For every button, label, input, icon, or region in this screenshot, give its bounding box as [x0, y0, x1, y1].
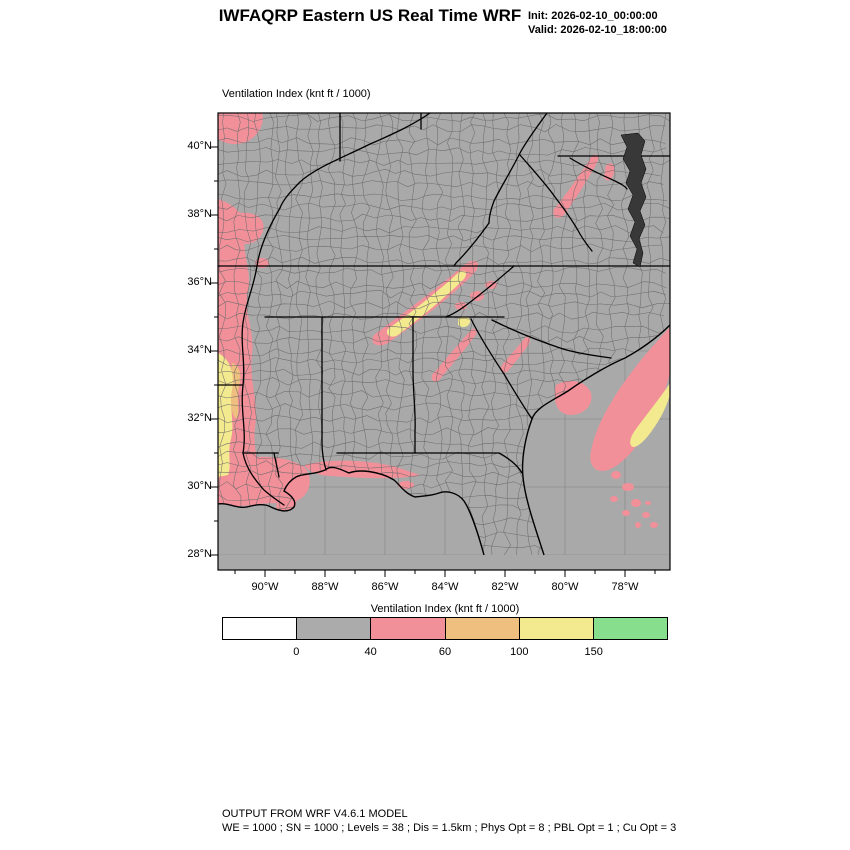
valid-timestamp: Valid: 2026-02-10_18:00:00 [528, 24, 667, 36]
wrf-map-svg [210, 112, 671, 577]
colorbar-segment [593, 618, 668, 639]
lat-label: 34°N [187, 344, 212, 356]
colorbar-tick-label: 150 [584, 646, 603, 658]
lat-label: 40°N [187, 140, 212, 152]
lon-label: 80°W [551, 581, 579, 593]
page-title: IWFAQRP Eastern US Real Time WRF [218, 6, 522, 25]
lon-label: 82°W [491, 581, 519, 593]
colorbar-segment [223, 618, 298, 639]
lon-label: 84°W [431, 581, 459, 593]
colorbar-tick-label: 60 [438, 646, 452, 658]
state-boundaries [217, 112, 671, 506]
chesapeake-bay [620, 132, 647, 268]
colorbar-tick-labels: 0 40 60 100 150 [222, 646, 668, 660]
lat-label: 30°N [187, 480, 212, 492]
model-config-note: WE = 1000 ; SN = 1000 ; Levels = 38 ; Di… [222, 822, 677, 834]
colorbar-tick-label: 0 [293, 646, 300, 658]
map-border [217, 112, 671, 571]
colorbar-segment [519, 618, 594, 639]
map-canvas [208, 103, 680, 580]
colorbar-tick-label: 100 [510, 646, 529, 658]
lon-label: 88°W [311, 581, 339, 593]
coastline [217, 324, 671, 556]
lon-label: 86°W [371, 581, 399, 593]
colorbar-segment [445, 618, 520, 639]
colorbar-tick-label: 40 [364, 646, 377, 658]
lat-label: 38°N [187, 208, 212, 220]
lat-label: 36°N [187, 276, 212, 288]
colorbar [222, 617, 668, 640]
colorbar-segment [371, 618, 446, 639]
model-output-note: OUTPUT FROM WRF V4.6.1 MODEL [222, 808, 408, 820]
map-panel-label: Ventilation Index (knt ft / 1000) [222, 88, 371, 100]
colorbar-segment [297, 618, 372, 639]
lon-label: 90°W [251, 581, 279, 593]
colorbar-label: Ventilation Index (knt ft / 1000) [370, 603, 520, 615]
lat-label: 28°N [187, 548, 212, 560]
lat-label: 32°N [187, 412, 212, 424]
init-timestamp: Init: 2026-02-10_00:00:00 [528, 10, 658, 22]
lon-label: 78°W [611, 581, 639, 593]
axis-ticks [210, 146, 656, 577]
